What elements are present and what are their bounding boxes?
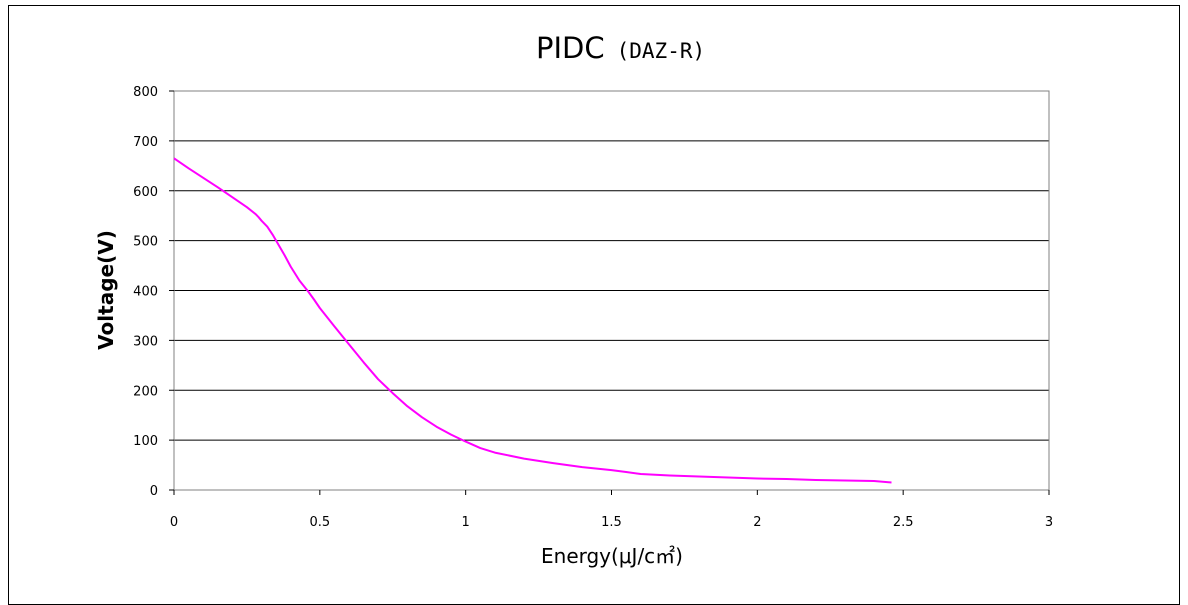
series-layer [173,157,892,484]
y-tick-label: 700 [133,135,158,150]
x-axis-label: Energy(μJ/c㎡) [541,544,683,568]
chart-title: PIDC (DAZ-R) [536,31,705,65]
y-tick-label: 0 [150,484,158,499]
x-axis: 0 0.5 1 1.5 2 2.5 3 [170,490,1053,530]
y-tick-label: 100 [133,434,158,449]
grid-layer [174,140,1049,441]
x-tick-label: 2.5 [893,515,914,530]
y-tick-label: 300 [133,334,158,349]
y-tick-label: 600 [133,185,158,200]
y-tick-label: 400 [133,285,158,300]
y-axis-label: Voltage(V) [94,230,118,350]
x-tick-label: 1 [462,515,470,530]
y-tick-label: 800 [133,85,158,100]
chart-title-main: PIDC [536,31,605,65]
series-line-0 [173,157,892,484]
y-tick-label: 500 [133,235,158,250]
y-tick-label: 200 [133,384,158,399]
x-tick-label: 3 [1045,515,1053,530]
x-tick-label: 0 [170,515,178,530]
x-tick-label: 0.5 [309,515,330,530]
y-axis: 0 100 200 300 400 500 600 700 800 [133,85,174,499]
chart-frame [8,5,1180,605]
chart-title-sub: (DAZ-R) [617,39,706,63]
x-tick-label: 1.5 [601,515,622,530]
x-tick-label: 2 [753,515,761,530]
